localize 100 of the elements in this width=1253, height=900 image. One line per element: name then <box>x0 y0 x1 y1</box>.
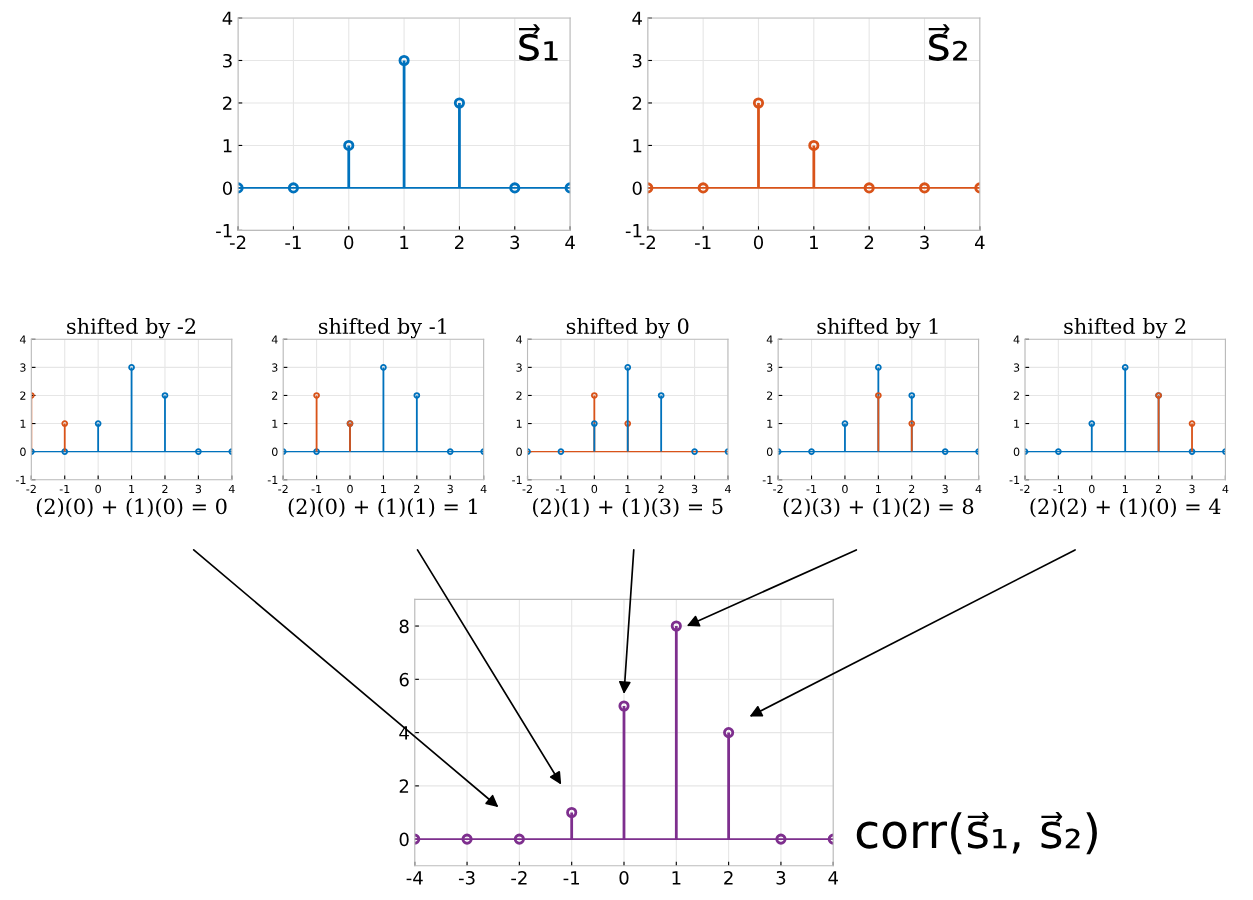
x-tick-label: 0 <box>591 484 598 494</box>
x-tick-label: -1 <box>695 235 711 249</box>
y-tick-label: -1 <box>267 475 278 484</box>
x-tick-label: 2 <box>724 870 733 885</box>
chart-title: shifted by 1 <box>817 317 938 339</box>
x-tick-label: 4 <box>565 235 575 249</box>
y-tick-label: 2 <box>272 391 278 400</box>
y-tick-label: 4 <box>271 335 278 344</box>
y-tick-label: 0 <box>632 181 642 196</box>
annotation: s⃗₂ <box>928 24 967 61</box>
y-tick-label: 2 <box>223 96 232 110</box>
x-tick-label: 2 <box>1155 484 1162 493</box>
y-tick-label: 6 <box>399 672 409 687</box>
y-tick-label: 2 <box>399 779 409 793</box>
x-tick-label: -2 <box>522 484 532 493</box>
y-tick-label: 2 <box>632 96 642 110</box>
y-tick-label: 3 <box>272 363 278 372</box>
y-tick-label: 4 <box>19 335 26 344</box>
chart-title: shifted by 2 <box>1064 317 1186 339</box>
x-tick-label: -4 <box>406 871 423 885</box>
y-tick-label: 1 <box>20 419 26 428</box>
x-tick-label: 4 <box>828 871 838 885</box>
y-tick-label: 1 <box>223 139 232 153</box>
x-tick-label: 1 <box>129 484 135 493</box>
text: corr(s⃗₁, s⃗₂) <box>856 812 1097 855</box>
x-tick-label: -2 <box>511 870 527 885</box>
x-tick-label: -2 <box>26 484 36 493</box>
y-tick-label: 4 <box>399 726 409 740</box>
y-tick-label: 0 <box>766 447 773 456</box>
x-tick-label: -1 <box>1053 484 1063 493</box>
x-tick-label: 3 <box>447 484 453 494</box>
y-tick-label: 0 <box>222 181 233 196</box>
x-tick-label: -1 <box>555 484 566 493</box>
x-tick-label: -1 <box>285 235 301 249</box>
x-axis-title: (2)(0) + (1)(0) = 0 <box>36 498 227 518</box>
y-tick-label: 0 <box>516 447 522 456</box>
x-tick-label: 0 <box>347 484 353 494</box>
y-tick-label: 4 <box>632 11 642 25</box>
y-tick-label: 3 <box>1013 363 1020 372</box>
x-tick-label: 4 <box>974 235 985 249</box>
y-tick-label: 3 <box>767 363 773 372</box>
x-axis-title: (2)(3) + (1)(2) = 8 <box>783 498 974 518</box>
chart-title: shifted by -1 <box>319 317 447 339</box>
x-tick-label: -1 <box>806 484 817 493</box>
x-tick-label: -2 <box>1019 484 1030 493</box>
x-tick-label: 3 <box>942 484 948 494</box>
x-tick-label: 0 <box>344 235 354 250</box>
y-tick-label: -1 <box>1009 475 1020 484</box>
x-tick-label: 2 <box>909 484 915 493</box>
x-tick-label: -1 <box>311 484 322 493</box>
x-tick-label: 0 <box>95 484 101 494</box>
x-tick-label: -2 <box>278 484 288 493</box>
x-tick-label: 0 <box>619 870 629 885</box>
y-tick-label: 3 <box>516 363 522 372</box>
x-tick-label: 3 <box>1189 484 1195 494</box>
x-tick-label: 1 <box>876 484 881 493</box>
x-tick-label: -1 <box>59 484 70 493</box>
x-tick-label: 3 <box>195 484 202 494</box>
y-tick-label: 2 <box>1013 391 1019 400</box>
x-tick-label: -2 <box>773 484 783 493</box>
x-tick-label: 4 <box>1222 484 1229 493</box>
y-tick-label: 2 <box>516 391 522 400</box>
y-tick-label: -1 <box>15 475 26 484</box>
x-tick-label: 3 <box>920 235 929 250</box>
y-tick-label: 3 <box>20 363 26 372</box>
x-tick-label: -3 <box>458 870 475 885</box>
y-tick-label: 2 <box>20 391 26 400</box>
y-tick-label: 8 <box>399 619 409 634</box>
y-tick-label: 4 <box>766 335 773 344</box>
y-tick-label: 1 <box>516 419 522 428</box>
y-tick-label: 1 <box>767 419 773 428</box>
x-tick-label: 2 <box>455 235 464 249</box>
x-tick-label: 4 <box>725 484 731 493</box>
x-tick-label: 1 <box>1122 484 1128 493</box>
x-tick-label: 0 <box>842 484 848 494</box>
y-tick-label: 1 <box>1014 419 1020 428</box>
x-axis-title: (2)(0) + (1)(1) = 1 <box>288 498 477 518</box>
y-tick-label: 4 <box>516 335 523 344</box>
x-axis-title: (2)(2) + (1)(0) = 4 <box>1030 498 1221 518</box>
x-axis-title: (2)(1) + (1)(3) = 5 <box>533 498 723 518</box>
x-tick-label: 4 <box>480 484 487 493</box>
y-tick-label: 1 <box>633 139 642 153</box>
x-tick-label: 4 <box>975 484 982 493</box>
y-tick-label: 4 <box>222 11 233 25</box>
x-tick-label: 2 <box>414 484 420 493</box>
y-tick-label: 2 <box>767 391 773 400</box>
x-tick-label: -1 <box>563 871 580 885</box>
y-tick-label: 4 <box>1013 335 1020 344</box>
x-tick-label: 1 <box>625 484 631 493</box>
y-tick-label: 0 <box>271 447 278 456</box>
y-tick-label: -1 <box>762 475 773 484</box>
chart-title: shifted by 0 <box>566 317 689 339</box>
y-tick-label: -1 <box>216 224 232 238</box>
y-tick-label: -1 <box>512 475 522 484</box>
annotation: s⃗₁ <box>519 24 558 61</box>
x-tick-label: -2 <box>229 235 246 249</box>
x-tick-label: 1 <box>672 871 681 885</box>
y-tick-label: 1 <box>272 419 278 428</box>
y-tick-label: 3 <box>223 53 232 68</box>
x-tick-label: 2 <box>658 484 664 493</box>
